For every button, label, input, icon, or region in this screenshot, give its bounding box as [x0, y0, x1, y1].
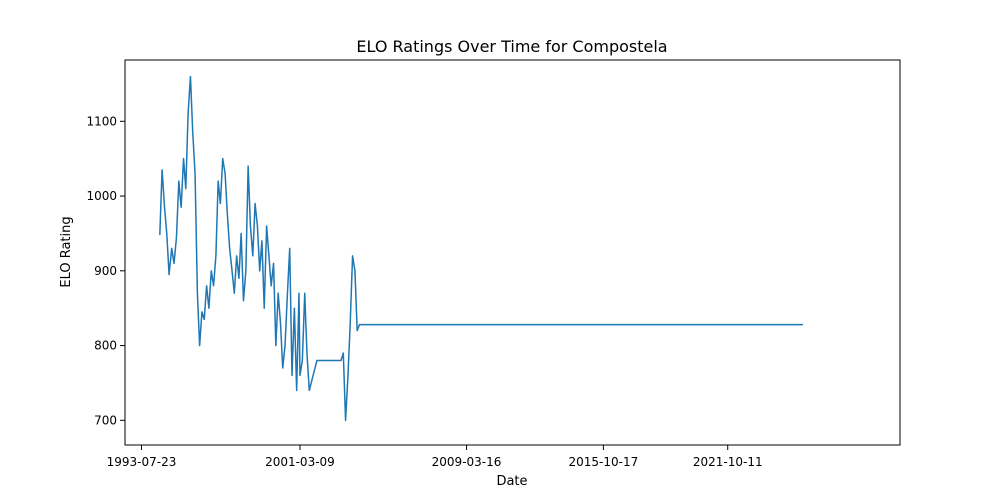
x-tick-label: 2015-10-17	[569, 455, 639, 469]
y-tick-label: 1000	[86, 189, 117, 203]
x-tick-label: 2021-10-11	[693, 455, 763, 469]
y-tick-label: 1100	[86, 114, 117, 128]
plot-frame	[124, 59, 901, 446]
y-tick-label: 800	[94, 339, 117, 353]
x-tick-label: 2001-03-09	[265, 455, 335, 469]
x-tick-label: 2009-03-16	[432, 455, 502, 469]
y-axis-label: ELO Rating	[59, 216, 74, 287]
plot-area	[124, 59, 901, 446]
chart-title: ELO Ratings Over Time for Compostela	[356, 37, 667, 56]
x-axis-label: Date	[496, 474, 527, 489]
series-line-0	[159, 75, 803, 422]
y-tick-label: 700	[94, 413, 117, 427]
x-axis: 1993-07-23 2001-03-09 2009-03-16 2015-10-17…	[107, 445, 763, 469]
y-tick-label: 900	[94, 264, 117, 278]
y-axis: 700 800 900 1000 1100	[86, 114, 125, 427]
series-layer	[159, 75, 803, 422]
x-tick-label: 1993-07-23	[107, 455, 177, 469]
